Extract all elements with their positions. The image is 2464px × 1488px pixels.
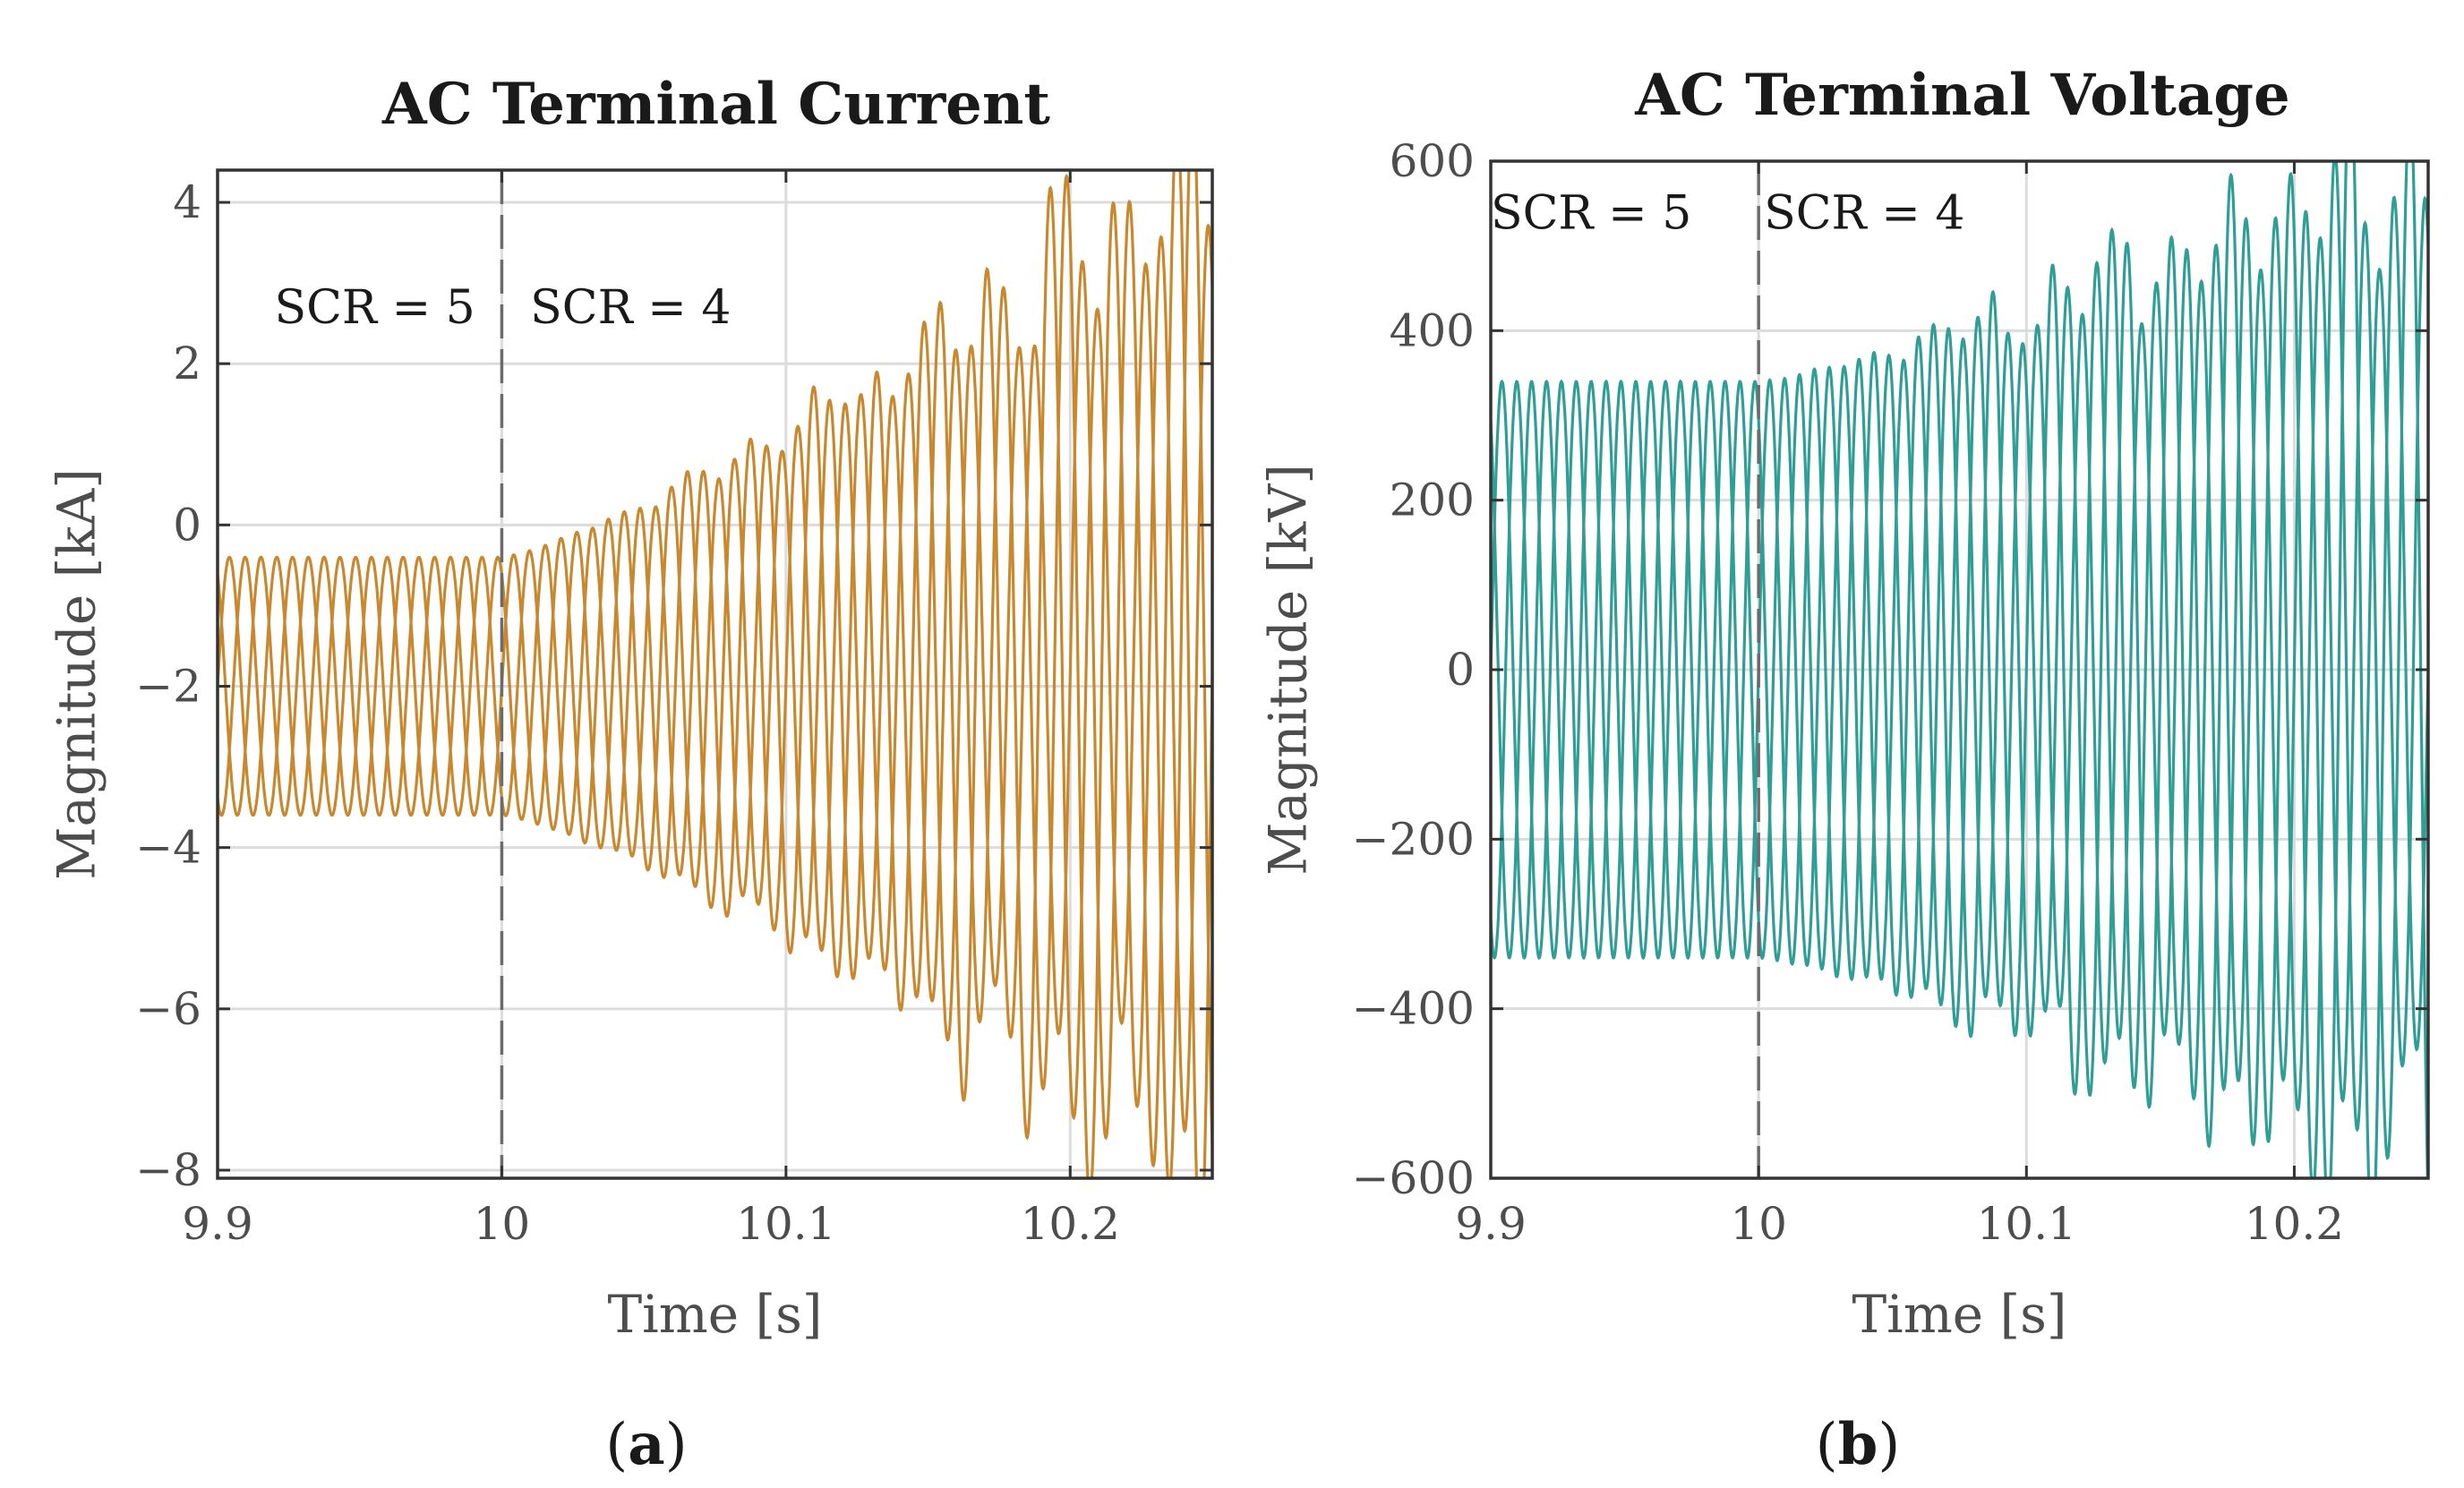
y-tick-label: 2 bbox=[173, 338, 201, 389]
x-tick-label: 10 bbox=[474, 1198, 531, 1250]
y-tick-label: −200 bbox=[1352, 813, 1475, 865]
y-tick-label: 400 bbox=[1390, 304, 1475, 356]
x-tick-label: 10.1 bbox=[1977, 1198, 2076, 1250]
y-axis-label: Magnitude [kV] bbox=[1257, 464, 1318, 876]
axes-box bbox=[216, 168, 1214, 1180]
y-tick-label: −400 bbox=[1352, 983, 1475, 1035]
y-tick-label: −4 bbox=[135, 822, 201, 874]
chart-title: AC Terminal Voltage bbox=[1634, 62, 2290, 129]
panel-label-b: (b) bbox=[1816, 1411, 1901, 1478]
panel-label-a: (a) bbox=[605, 1411, 687, 1478]
y-tick-label: 200 bbox=[1390, 475, 1475, 526]
x-tick-label: 9.9 bbox=[1455, 1198, 1527, 1250]
y-tick-label: 0 bbox=[1446, 644, 1475, 696]
chart-current: 9.9 10 10.1 10.2 4 2 0 −2 −4 −6 −8 AC Terminal Curr… bbox=[46, 71, 1214, 1345]
series-phase-c bbox=[1491, 161, 2428, 1178]
series-phase-b bbox=[218, 173, 1212, 1178]
series-phase-a bbox=[1491, 161, 2428, 1178]
x-tick-label: 10.2 bbox=[2245, 1198, 2344, 1250]
y-tick-label: −2 bbox=[135, 661, 201, 713]
scr-annotation: SCR = 4 bbox=[530, 281, 731, 335]
y-axis-label: Magnitude [kA] bbox=[46, 468, 107, 880]
series-phase-b bbox=[1491, 161, 2428, 1178]
series-phase-c bbox=[218, 170, 1212, 1178]
scr-annotation: SCR = 5 bbox=[274, 281, 475, 335]
x-tick-label: 9.9 bbox=[182, 1198, 253, 1250]
x-axis-label: Time [s] bbox=[1852, 1284, 2066, 1345]
y-tick-label: 600 bbox=[1390, 135, 1475, 187]
chart-title: AC Terminal Current bbox=[381, 71, 1050, 138]
series-phase-a bbox=[218, 170, 1212, 1178]
y-tick-label: −8 bbox=[135, 1144, 201, 1196]
scr-annotation: SCR = 5 bbox=[1491, 187, 1691, 241]
chart-voltage: 9.9 10 10.1 10.2 600 400 200 0 −200 −400 −600 AC Te… bbox=[1257, 62, 2430, 1345]
scr-annotation: SCR = 4 bbox=[1764, 187, 1964, 241]
x-tick-label: 10.1 bbox=[736, 1198, 835, 1250]
y-tick-label: 0 bbox=[173, 499, 201, 551]
x-tick-label: 10 bbox=[1730, 1198, 1787, 1250]
x-axis-label: Time [s] bbox=[607, 1284, 822, 1345]
y-tick-label: −6 bbox=[135, 983, 201, 1035]
y-tick-label: 4 bbox=[173, 176, 201, 228]
x-tick-label: 10.2 bbox=[1021, 1198, 1120, 1250]
y-tick-label: −600 bbox=[1352, 1152, 1475, 1204]
